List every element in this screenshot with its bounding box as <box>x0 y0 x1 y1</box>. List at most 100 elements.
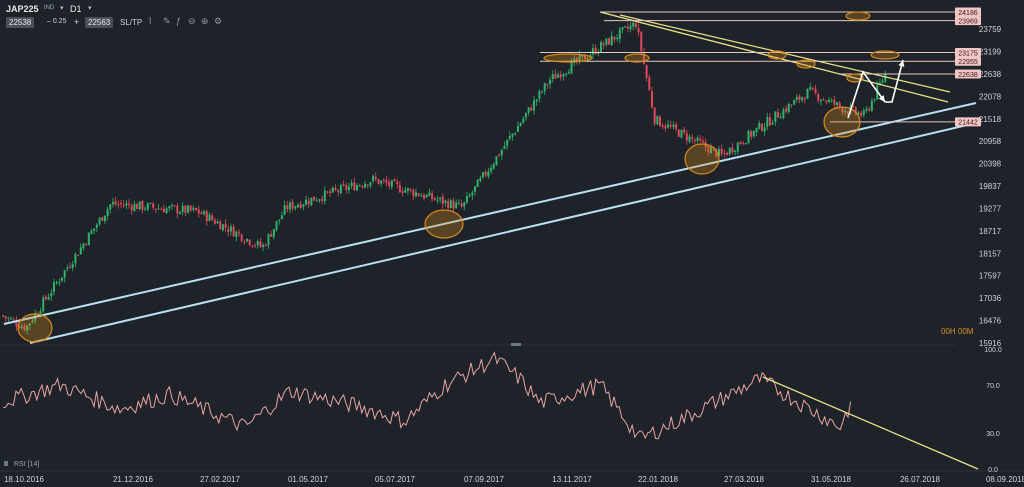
candle-body <box>141 201 144 210</box>
candle-body <box>213 219 216 224</box>
time-axis[interactable]: 18.10.2016 21.12.2016 27.02.2017 01.05.2017… <box>4 475 1024 484</box>
candle-body <box>388 182 391 186</box>
candle-body <box>860 112 863 116</box>
rsi-tick-label: 0.0 <box>988 467 998 474</box>
candle-body <box>777 112 780 118</box>
candle-body <box>701 140 704 143</box>
zoom-out-icon[interactable]: ⊖ <box>188 16 196 26</box>
candle-body <box>575 57 578 62</box>
resistance-ellipse-7[interactable] <box>846 73 864 83</box>
candle-body <box>868 109 871 111</box>
candle-body <box>591 48 594 55</box>
resistance-ellipse-6[interactable] <box>796 59 816 69</box>
timeframe-label[interactable]: D1 <box>70 4 82 14</box>
candle-body <box>500 149 503 156</box>
resistance-trendline-1[interactable] <box>599 11 949 103</box>
price-tag-24186[interactable] <box>955 7 981 17</box>
candle-body <box>857 112 860 115</box>
candle-body <box>366 184 369 186</box>
symbol-dropdown-icon[interactable]: ▾ <box>60 5 64 12</box>
candle-body <box>873 99 876 101</box>
indicators-icon[interactable]: ƒ <box>176 16 182 26</box>
projection-arrow-1-head[interactable] <box>878 95 885 102</box>
candle-body <box>473 186 476 192</box>
candle-body <box>573 58 576 62</box>
candle-body <box>793 100 796 105</box>
candle-body <box>256 240 259 246</box>
support-ellipse-3[interactable] <box>684 143 720 175</box>
candle-body <box>414 192 417 197</box>
candle-body <box>755 127 758 132</box>
price-tag-22955[interactable] <box>955 56 981 66</box>
candle-body <box>747 131 750 144</box>
candle-body <box>331 187 334 193</box>
timeframe-dropdown-icon[interactable]: ▾ <box>88 5 92 12</box>
candles <box>2 19 887 335</box>
resistance-ellipse-4[interactable] <box>870 50 900 60</box>
candle-body <box>305 199 308 205</box>
candle-body <box>758 123 761 129</box>
candle-body <box>133 204 136 211</box>
candle-body <box>452 200 455 209</box>
resistance-ellipse-2[interactable] <box>624 53 650 63</box>
time-tick-label: 26.07.2018 <box>900 475 941 484</box>
candle-body <box>286 205 289 210</box>
zoom-in-icon[interactable]: ⊕ <box>201 16 209 26</box>
candle-body <box>264 244 267 246</box>
resistance-ellipse-5[interactable] <box>767 50 787 60</box>
sltp-button[interactable]: SL/TP <box>120 18 143 27</box>
candle-body <box>664 125 667 129</box>
settings-icon[interactable]: ⚙ <box>214 16 223 26</box>
candle-body <box>95 224 98 228</box>
candle-body <box>251 245 254 247</box>
candle-body <box>680 129 683 138</box>
price-tag-22638[interactable] <box>955 69 981 79</box>
support-ellipse-4[interactable] <box>823 106 861 138</box>
candle-body <box>476 179 479 188</box>
line-chart-icon[interactable]: ⌇ <box>148 16 153 26</box>
price-tick-label: 17036 <box>979 294 1002 303</box>
time-tick-label: 05.07.2017 <box>375 475 416 484</box>
support-ellipse-2[interactable] <box>424 209 464 239</box>
candle-body <box>782 109 785 119</box>
projection-arrow-1[interactable] <box>847 70 886 119</box>
ask-price[interactable]: 22563 <box>85 17 114 28</box>
price-tag-21442[interactable] <box>955 117 981 127</box>
candle-countdown: 00H 00M <box>941 327 974 336</box>
projection-arrow-2[interactable] <box>885 59 904 103</box>
drawings[interactable] <box>3 11 977 344</box>
resistance-ellipse-3[interactable] <box>845 11 871 21</box>
candle-body <box>103 215 106 222</box>
drawing-tools-icon[interactable]: ✎ <box>163 16 171 26</box>
price-tag-23969[interactable] <box>955 16 981 26</box>
bid-price[interactable]: 22538 <box>6 17 35 28</box>
plus-sign: + <box>74 17 80 27</box>
candle-body <box>811 88 814 90</box>
channel-upper-line[interactable] <box>3 102 977 325</box>
candle-body <box>85 244 88 246</box>
panel-resize-handle[interactable] <box>511 343 521 346</box>
rsi-tick-label: 70.0 <box>986 383 1000 390</box>
channel-lower-line[interactable] <box>29 122 977 344</box>
symbol-label[interactable]: JAP225 <box>6 4 39 14</box>
candle-body <box>393 179 396 182</box>
projection-arrow-2-head[interactable] <box>898 60 905 67</box>
rsi-settings-icon[interactable] <box>4 461 8 466</box>
candle-body <box>760 123 763 131</box>
candle-body <box>621 27 624 30</box>
candle-body <box>372 176 375 182</box>
price-axis[interactable]: 23759 23199 22638 22078 21518 20958 20398 19837… <box>941 7 1002 349</box>
price-tag-23175[interactable] <box>955 47 981 57</box>
candle-body <box>2 315 4 317</box>
candle-body <box>237 232 240 234</box>
rsi-tick-label: 30.0 <box>986 431 1000 438</box>
support-ellipse-1[interactable] <box>17 313 53 343</box>
rsi-trendline[interactable] <box>762 376 979 470</box>
candle-body <box>656 115 659 125</box>
candle-body <box>541 91 544 93</box>
candle-body <box>90 230 93 234</box>
candle-body <box>709 147 712 154</box>
resistance-ellipse-1[interactable] <box>543 53 593 63</box>
candle-body <box>613 36 616 40</box>
